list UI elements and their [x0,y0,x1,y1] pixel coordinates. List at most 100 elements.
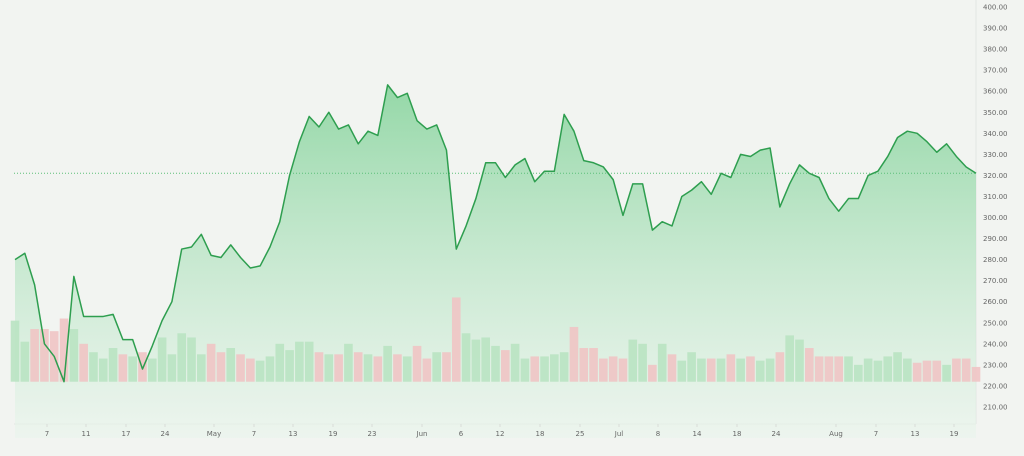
volume-bar [412,345,422,382]
volume-bar [952,358,961,382]
volume-bar [922,360,932,382]
volume-bar [353,352,363,382]
volume-bar [20,341,30,382]
volume-bar [736,358,745,382]
y-tick-label: 390.00 [983,25,1008,33]
y-tick-label: 220.00 [983,382,1008,390]
y-tick-label: 350.00 [983,109,1008,117]
volume-bar [706,358,716,382]
volume-bar [550,354,559,382]
y-tick-label: 240.00 [983,340,1008,348]
volume-bar [10,320,20,382]
volume-bar [961,358,971,382]
volume-bar [814,356,824,382]
x-tick-label: 6 [459,430,464,438]
volume-bar [177,333,187,382]
volume-bar [373,356,383,382]
volume-bar [383,345,392,382]
volume-bar [932,360,942,382]
y-tick-label: 290.00 [983,235,1008,243]
volume-bar [834,356,844,382]
volume-bar [795,339,804,382]
volume-bar [520,358,530,382]
volume-bar [314,352,324,382]
volume-bar [824,356,834,382]
volume-bar [638,343,647,382]
volume-bar [461,333,471,382]
volume-bar [775,352,785,382]
volume-bar [599,358,608,382]
y-tick-label: 210.00 [983,403,1008,411]
volume-bar [893,352,902,382]
volume-bar [971,366,981,382]
y-tick-label: 340.00 [983,130,1008,138]
x-tick-label: 7 [252,430,256,438]
x-tick-label: Jun [416,430,428,438]
x-tick-label: 13 [911,430,920,438]
volume-bars [10,297,981,382]
x-tick-label: 7 [45,430,49,438]
volume-bar [324,354,334,382]
y-tick-label: 370.00 [983,67,1008,75]
volume-bar [206,343,216,382]
volume-bar [69,329,79,382]
volume-bar [167,354,177,382]
volume-bar [442,352,451,382]
volume-bar [491,345,500,382]
volume-bar [648,364,657,382]
y-tick-label: 330.00 [983,151,1008,159]
volume-bar [589,348,598,382]
volume-bar [559,352,569,382]
volume-bar [755,360,765,382]
x-axis-labels: 7 11 17 24 May 7 13 19 23 Jun 6 12 18 25 Jul 8 14 18 24 Aug… [45,430,959,438]
volume-bar [501,350,510,382]
volume-bar [579,348,589,382]
volume-bar [295,341,304,382]
x-tick-label: 24 [161,430,170,438]
volume-bar [657,343,667,382]
y-tick-label: 320.00 [983,172,1008,180]
volume-bar [854,364,863,382]
volume-bar [98,358,108,382]
x-tick-label: 13 [289,430,298,438]
price-area-fill [15,84,976,438]
y-tick-label: 280.00 [983,256,1008,264]
y-tick-label: 360.00 [983,88,1008,96]
volume-bar [147,358,157,382]
volume-bar [59,318,69,382]
x-tick-label: 8 [656,430,660,438]
x-tick-label: 11 [82,430,91,438]
volume-bar [79,343,88,382]
volume-bar [118,354,128,382]
y-tick-label: 250.00 [983,319,1008,327]
volume-bar [716,358,726,382]
volume-bar [667,354,677,382]
volume-bar [942,364,951,382]
x-tick-label: 19 [950,430,959,438]
y-axis-labels: 400.00 390.00 380.00 370.00 360.00 350.00 340.… [983,4,1008,412]
volume-bar [393,354,402,382]
y-tick-label: 260.00 [983,298,1008,306]
volume-bar [265,356,275,382]
volume-bar [873,360,883,382]
y-tick-label: 400.00 [983,4,1008,12]
volume-bar [187,337,196,382]
volume-bar [608,356,618,382]
volume-bar [481,337,490,382]
volume-bar [530,356,540,382]
volume-bar [628,339,638,382]
volume-bar [569,326,579,382]
volume-bar [197,354,206,382]
x-tick-label: 25 [576,430,585,438]
x-tick-label: 18 [536,430,545,438]
x-tick-label: May [207,430,221,438]
volume-bar [540,356,549,382]
x-tick-label: 23 [368,430,377,438]
price-line [14,84,977,383]
volume-bar [687,352,696,382]
x-tick-label: 14 [693,430,702,438]
volume-bar [108,348,118,382]
volume-bar [903,358,912,382]
